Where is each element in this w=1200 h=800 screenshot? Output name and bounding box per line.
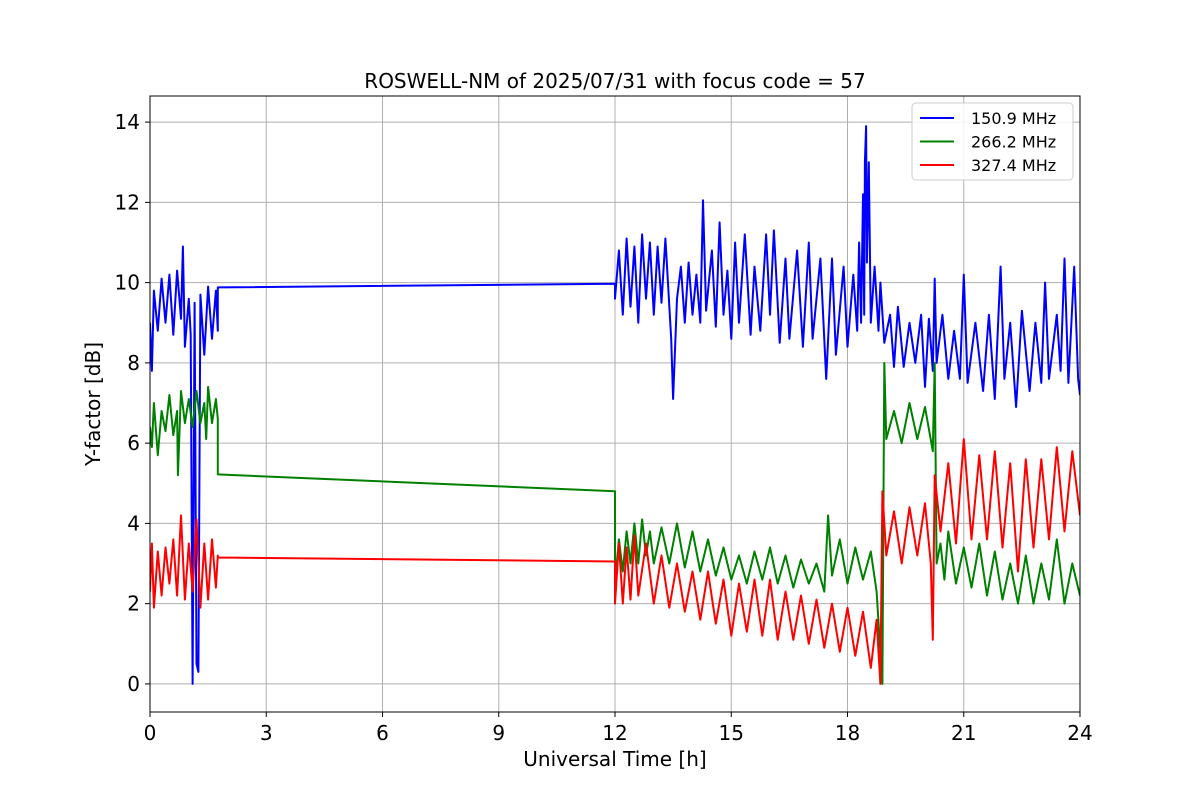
legend-box [911,102,1074,181]
series-layer [150,125,1080,685]
y-tick-label: 14 [115,110,140,134]
x-tick-label: 12 [602,721,627,745]
x-tick-label: 15 [719,721,744,745]
x-tick-label: 21 [951,721,976,745]
legend: 150.9 MHz 266.2 MHz 327.4 MHz [911,102,1074,181]
x-axis-ticks: 0 3 6 9 12 15 18 21 24 [144,712,1093,745]
legend-label-1: 150.9 MHz [971,109,1056,128]
y-tick-label: 8 [127,351,140,375]
series-line-1 [150,125,1080,685]
y-tick-label: 10 [115,271,140,295]
y-tick-label: 2 [127,592,140,616]
y-tick-label: 6 [127,431,140,455]
legend-label-3: 327.4 MHz [971,156,1056,175]
y-tick-label: 0 [127,672,140,696]
y-axis-ticks: 0 2 4 6 8 10 12 14 [115,110,150,696]
x-tick-label: 9 [492,721,505,745]
x-tick-label: 0 [144,721,157,745]
legend-label-2: 266.2 MHz [971,133,1056,152]
series-line-3 [150,438,1080,685]
x-tick-label: 24 [1067,721,1092,745]
x-tick-label: 3 [260,721,273,745]
y-axis-label: Y-factor [dB] [81,342,105,467]
y-tick-label: 4 [127,511,140,535]
x-tick-label: 18 [835,721,860,745]
series-line-2 [150,361,1080,685]
y-tick-label: 12 [115,190,140,214]
chart-title: ROSWELL-NM of 2025/07/31 with focus code… [364,69,865,93]
x-axis-label: Universal Time [h] [523,747,706,771]
x-tick-label: 6 [376,721,389,745]
